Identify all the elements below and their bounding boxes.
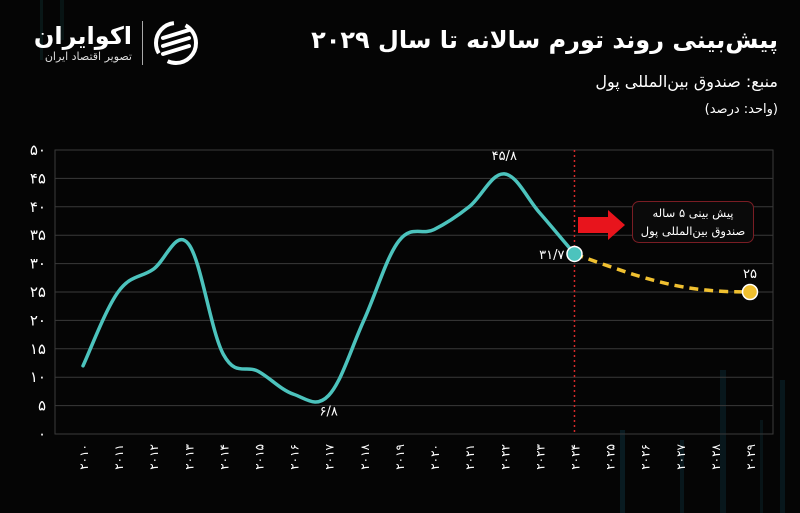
y-tick-label: ۱۵	[30, 340, 46, 358]
data-label-2024: ۳۱/۷	[539, 248, 564, 263]
callout-line-2: صندوق بین‌المللی پول	[640, 224, 746, 238]
x-tick-label: ۲۰۲۲	[498, 444, 512, 470]
grid-lines	[55, 177, 773, 407]
x-tick-label: ۲۰۲۰	[428, 444, 442, 470]
arrow-right-icon	[578, 210, 625, 240]
x-tick-label: ۲۰۱۸	[358, 443, 372, 469]
logo-name: اکوایران	[33, 22, 132, 50]
x-axis: ۲۰۱۰ ۲۰۱۱ ۲۰۱۲ ۲۰۱۳ ۲۰۱۴ ۲۰۱۵ ۲۰۱۶ ۲۰۱۷ ۲۰۱۸ ۲۰۱۹…	[77, 443, 758, 469]
x-tick-label: ۲۰۲۱	[463, 444, 477, 470]
y-axis: ۰ ۵ ۱۰ ۱۵ ۲۰ ۲۵ ۳۰ ۳۵ ۴۰ ۴۵ ۵۰	[30, 141, 46, 443]
x-tick-label: ۲۰۱۳	[182, 443, 196, 469]
x-tick-label: ۲۰۲۹	[744, 444, 758, 470]
x-tick-label: ۲۰۱۶	[288, 444, 302, 470]
data-markers	[566, 245, 759, 301]
data-label-2029: ۲۵	[743, 267, 757, 282]
plot-frame	[54, 149, 774, 435]
brand-logo: اکوایران تصویر اقتصاد ایران	[22, 18, 212, 68]
x-tick-label: ۲۰۱۱	[112, 444, 126, 470]
y-tick-label: ۰	[38, 425, 46, 443]
x-tick-label: ۲۰۱۹	[393, 444, 407, 470]
y-tick-label: ۴۰	[30, 198, 46, 216]
data-annotations: ۶/۸ ۴۵/۸ ۳۱/۷ ۲۵	[320, 149, 757, 420]
y-tick-label: ۳۵	[30, 226, 46, 244]
marker-2029	[741, 283, 759, 301]
x-tick-label: ۲۰۱۷	[323, 443, 337, 469]
chart-unit: (واحد: درصد)	[704, 102, 778, 117]
x-tick-label: ۲۰۱۲	[147, 444, 161, 470]
actual-inflation-line	[81, 172, 577, 404]
data-label-2017: ۶/۸	[320, 404, 338, 419]
y-tick-label: ۴۵	[30, 169, 46, 187]
logo-divider	[142, 21, 143, 65]
x-tick-label: ۲۰۲۴	[568, 444, 582, 470]
y-tick-label: ۳۰	[30, 255, 46, 273]
x-tick-label: ۲۰۱۰	[77, 444, 91, 470]
logo-tagline: تصویر اقتصاد ایران	[44, 50, 132, 63]
y-tick-label: ۵	[38, 397, 46, 415]
x-tick-label: ۲۰۲۳	[533, 443, 547, 469]
x-tick-label: ۲۰۱۴	[217, 444, 231, 470]
x-tick-label: ۲۰۲۶	[639, 444, 653, 470]
logo-mark-icon	[154, 21, 198, 65]
callout-line-1: پیش بینی ۵ ساله	[652, 206, 734, 220]
forecast-callout: پیش بینی ۵ ساله صندوق بین‌المللی پول	[632, 201, 754, 243]
x-tick-label: ۲۰۲۷	[674, 443, 688, 469]
y-tick-label: ۲۰	[30, 311, 46, 329]
y-tick-label: ۱۰	[30, 368, 46, 386]
forecast-inflation-line	[573, 252, 751, 294]
data-label-2022: ۴۵/۸	[492, 149, 517, 164]
x-tick-label: ۲۰۱۵	[253, 444, 267, 470]
x-tick-label: ۲۰۲۵	[604, 444, 618, 470]
marker-2024	[566, 245, 583, 263]
chart-source: منبع: صندوق بین‌المللی پول	[595, 72, 778, 91]
x-tick-label: ۲۰۲۸	[709, 443, 723, 469]
y-tick-label: ۲۵	[30, 283, 46, 301]
chart-title: پیش‌بینی روند تورم سالانه تا سال ۲۰۲۹	[311, 26, 778, 54]
y-tick-label: ۵۰	[30, 141, 46, 159]
